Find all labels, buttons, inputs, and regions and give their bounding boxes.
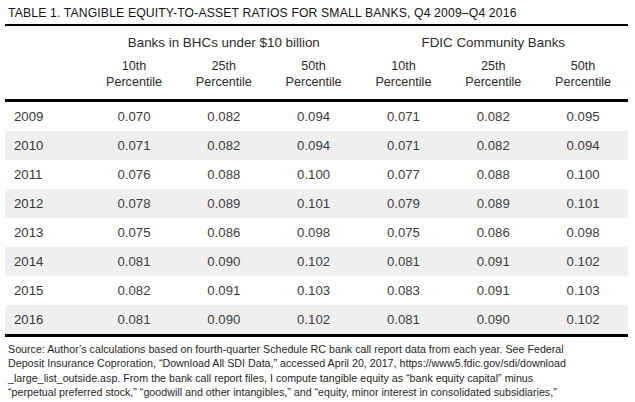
- column-header-line2: Percentile: [286, 75, 342, 89]
- table-row-2010: 2010 0.071 0.082 0.094 0.071 0.082 0.094: [5, 131, 628, 160]
- year-cell: 2011: [5, 160, 89, 189]
- value-cell: 0.089: [179, 189, 269, 218]
- year-cell: 2016: [5, 305, 89, 336]
- value-cell: 0.098: [538, 218, 628, 247]
- table-row-2012: 2012 0.078 0.089 0.101 0.079 0.089 0.101: [5, 189, 628, 218]
- source-note: Source: Author’s calculations based on f…: [5, 337, 628, 402]
- year-column-spacer: [5, 26, 89, 51]
- value-cell: 0.075: [89, 218, 179, 247]
- value-cell: 0.078: [89, 189, 179, 218]
- table-row-2013: 2013 0.075 0.086 0.098 0.075 0.086 0.098: [5, 218, 628, 247]
- column-header-bhc-50th: 50th Percentile: [269, 51, 359, 101]
- column-header-line2: Percentile: [196, 75, 252, 89]
- value-cell: 0.094: [538, 131, 628, 160]
- group-header-fdic: FDIC Community Banks: [359, 26, 628, 51]
- value-cell: 0.095: [538, 101, 628, 132]
- value-cell: 0.098: [269, 218, 359, 247]
- value-cell: 0.090: [179, 247, 269, 276]
- column-header-bhc-25th: 25th Percentile: [179, 51, 269, 101]
- column-header-line2: Percentile: [465, 75, 521, 89]
- value-cell: 0.086: [448, 218, 538, 247]
- value-cell: 0.091: [179, 276, 269, 305]
- value-cell: 0.086: [179, 218, 269, 247]
- value-cell: 0.088: [179, 160, 269, 189]
- value-cell: 0.082: [179, 101, 269, 132]
- value-cell: 0.094: [269, 101, 359, 132]
- value-cell: 0.101: [269, 189, 359, 218]
- value-cell: 0.102: [538, 305, 628, 336]
- source-note-line: “perpetual preferred stock,” “goodwill a…: [8, 385, 628, 399]
- value-cell: 0.082: [448, 131, 538, 160]
- column-header-line1: 50th: [301, 59, 326, 73]
- value-cell: 0.100: [538, 160, 628, 189]
- value-cell: 0.079: [359, 189, 449, 218]
- value-cell: 0.081: [359, 247, 449, 276]
- value-cell: 0.070: [89, 101, 179, 132]
- value-cell: 0.100: [269, 160, 359, 189]
- value-cell: 0.071: [359, 101, 449, 132]
- column-header-line2: Percentile: [106, 75, 162, 89]
- value-cell: 0.091: [448, 276, 538, 305]
- table-title: TABLE 1. TANGIBLE EQUITY-TO-ASSET RATIOS…: [5, 5, 628, 24]
- value-cell: 0.075: [359, 218, 449, 247]
- column-header-line1: 25th: [481, 59, 506, 73]
- year-cell: 2010: [5, 131, 89, 160]
- value-cell: 0.101: [538, 189, 628, 218]
- value-cell: 0.090: [179, 305, 269, 336]
- value-cell: 0.082: [179, 131, 269, 160]
- value-cell: 0.091: [448, 247, 538, 276]
- table-row-2009: 2009 0.070 0.082 0.094 0.071 0.082 0.095: [5, 101, 628, 132]
- table-row-2011: 2011 0.076 0.088 0.100 0.077 0.088 0.100: [5, 160, 628, 189]
- table-figure: TABLE 1. TANGIBLE EQUITY-TO-ASSET RATIOS…: [0, 0, 635, 402]
- column-header-fdic-25th: 25th Percentile: [448, 51, 538, 101]
- value-cell: 0.102: [269, 305, 359, 336]
- group-header-bhc: Banks in BHCs under $10 billion: [89, 26, 358, 51]
- source-note-line: Source: Author’s calculations based on f…: [8, 342, 628, 356]
- group-header-row: Banks in BHCs under $10 billion FDIC Com…: [5, 26, 628, 51]
- table-row-2014: 2014 0.081 0.090 0.102 0.081 0.091 0.102: [5, 247, 628, 276]
- column-header-line1: 10th: [122, 59, 147, 73]
- value-cell: 0.081: [89, 247, 179, 276]
- source-note-line: Deposit Insurance Coproration, “Download…: [8, 356, 628, 370]
- value-cell: 0.090: [448, 305, 538, 336]
- column-header-line2: Percentile: [375, 75, 431, 89]
- year-cell: 2009: [5, 101, 89, 132]
- value-cell: 0.071: [89, 131, 179, 160]
- value-cell: 0.103: [538, 276, 628, 305]
- column-header-fdic-50th: 50th Percentile: [538, 51, 628, 101]
- value-cell: 0.102: [269, 247, 359, 276]
- year-cell: 2012: [5, 189, 89, 218]
- column-header-line1: 25th: [212, 59, 237, 73]
- column-header-fdic-10th: 10th Percentile: [359, 51, 449, 101]
- table-row-2016: 2016 0.081 0.090 0.102 0.081 0.090 0.102: [5, 305, 628, 336]
- value-cell: 0.071: [359, 131, 449, 160]
- year-cell: 2015: [5, 276, 89, 305]
- column-header-bhc-10th: 10th Percentile: [89, 51, 179, 101]
- value-cell: 0.082: [89, 276, 179, 305]
- value-cell: 0.089: [448, 189, 538, 218]
- value-cell: 0.081: [89, 305, 179, 336]
- value-cell: 0.103: [269, 276, 359, 305]
- value-cell: 0.083: [359, 276, 449, 305]
- value-cell: 0.077: [359, 160, 449, 189]
- value-cell: 0.076: [89, 160, 179, 189]
- data-table: Banks in BHCs under $10 billion FDIC Com…: [5, 26, 628, 337]
- column-header-line1: 50th: [571, 59, 596, 73]
- year-column-spacer: [5, 51, 89, 101]
- year-cell: 2014: [5, 247, 89, 276]
- value-cell: 0.094: [269, 131, 359, 160]
- value-cell: 0.102: [538, 247, 628, 276]
- column-header-row: 10th Percentile 25th Percentile 50th Percen…: [5, 51, 628, 101]
- value-cell: 0.082: [448, 101, 538, 132]
- table-row-2015: 2015 0.082 0.091 0.103 0.083 0.091 0.103: [5, 276, 628, 305]
- source-note-line: _large_list_outside.asp. From the bank c…: [8, 371, 628, 385]
- year-cell: 2013: [5, 218, 89, 247]
- value-cell: 0.081: [359, 305, 449, 336]
- column-header-line1: 10th: [391, 59, 416, 73]
- column-header-line2: Percentile: [555, 75, 611, 89]
- value-cell: 0.088: [448, 160, 538, 189]
